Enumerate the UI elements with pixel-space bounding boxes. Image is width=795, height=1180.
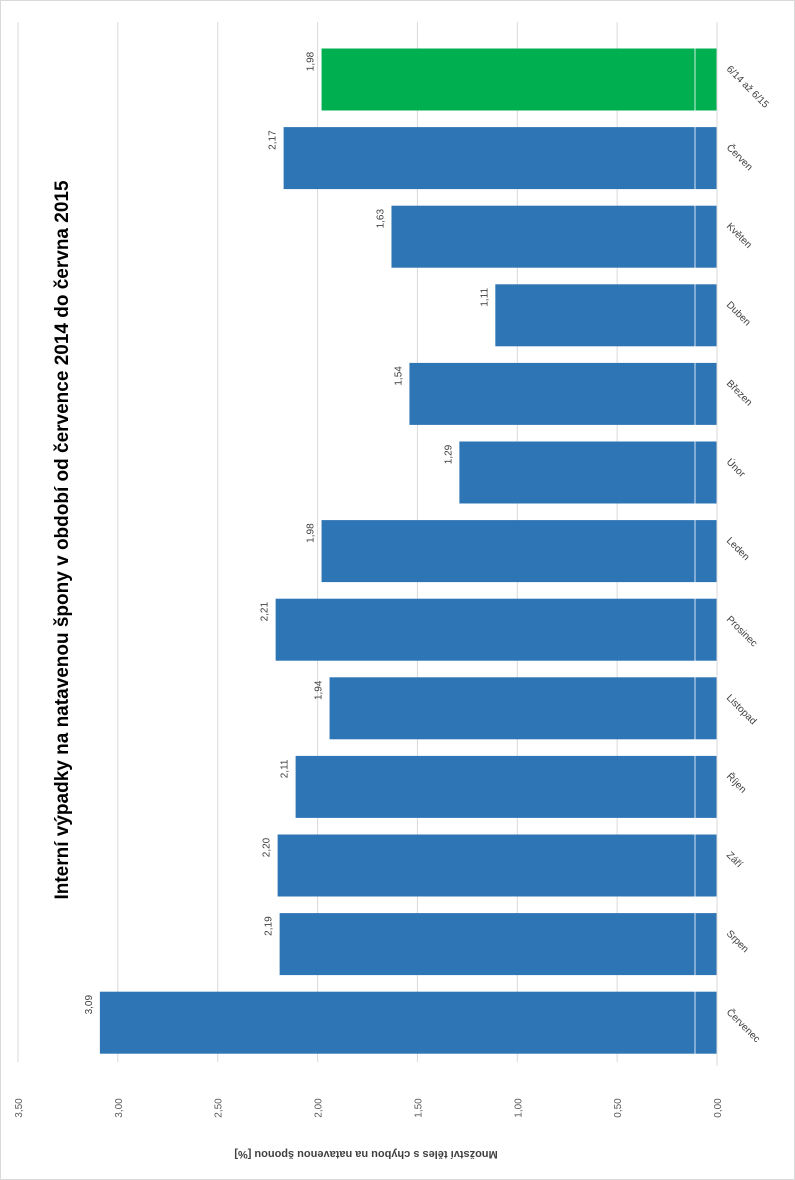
value-tick-label: 1,00 bbox=[513, 1098, 524, 1118]
data-label: 2,21 bbox=[260, 602, 271, 622]
data-label: 1,11 bbox=[479, 288, 490, 307]
data-labels: 3,09 2,19 2,20 2,11 1,94 2,21 1,98 1,29 1,54 1,11… bbox=[84, 51, 490, 1014]
value-tick-label: 0,00 bbox=[713, 1098, 724, 1118]
bar bbox=[495, 284, 717, 347]
bar bbox=[275, 598, 717, 661]
data-label: 1,98 bbox=[306, 51, 317, 71]
data-label: 2,19 bbox=[264, 916, 275, 936]
bar bbox=[283, 127, 717, 190]
data-label: 1,63 bbox=[375, 209, 386, 229]
chart-title: Interní výpadky na natavenou špony v obd… bbox=[52, 180, 73, 900]
data-label: 2,20 bbox=[262, 837, 273, 857]
value-tick-label: 1,50 bbox=[413, 1098, 424, 1118]
data-label: 1,98 bbox=[306, 523, 317, 543]
value-tick-label: 2,50 bbox=[214, 1098, 225, 1118]
bar bbox=[409, 362, 717, 425]
data-label: 1,54 bbox=[393, 366, 404, 386]
value-tick-label: 3,50 bbox=[14, 1098, 25, 1118]
value-tick-label: 2,00 bbox=[314, 1098, 325, 1118]
data-label: 1,29 bbox=[443, 444, 454, 464]
bar bbox=[321, 48, 717, 111]
value-axis-title: Množství těles s chybou na natavenou špo… bbox=[234, 1148, 498, 1160]
data-label: 2,17 bbox=[268, 130, 279, 150]
value-tick-label: 0,50 bbox=[613, 1098, 624, 1118]
data-label: 3,09 bbox=[84, 995, 95, 1015]
data-label: 2,11 bbox=[280, 759, 291, 778]
value-tick-label: 3,00 bbox=[114, 1098, 125, 1118]
value-tick-labels: 0,00 0,50 1,00 1,50 2,00 2,50 3,00 3,50 bbox=[14, 1098, 724, 1118]
bar bbox=[329, 677, 717, 740]
bar bbox=[321, 520, 717, 583]
bar bbox=[277, 834, 717, 897]
bar bbox=[279, 913, 717, 976]
bar bbox=[459, 441, 717, 504]
bar bbox=[99, 991, 717, 1054]
bars bbox=[99, 40, 717, 1060]
bar bbox=[391, 205, 717, 268]
data-label: 1,94 bbox=[314, 680, 325, 700]
bar bbox=[295, 755, 717, 818]
